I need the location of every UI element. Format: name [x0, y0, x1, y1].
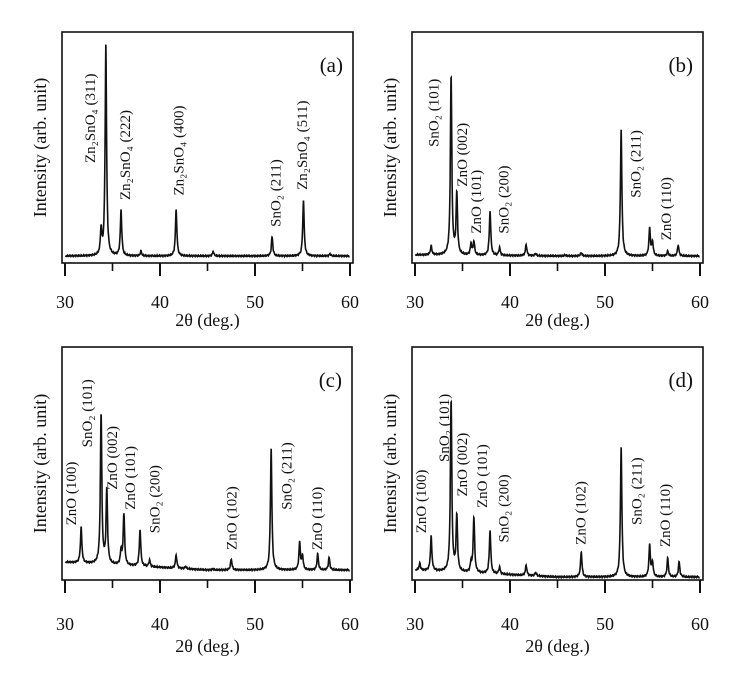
panel-label: (b)	[669, 53, 694, 77]
peak-annotation: ZnO (002)	[455, 433, 471, 497]
peak-annotation: SnO₂ (200)	[497, 474, 513, 542]
x-tick-label: 60	[341, 292, 359, 312]
x-tick-label: 40	[501, 614, 519, 634]
x-axis-title: 2θ (deg.)	[525, 636, 590, 657]
peak-annotation: ZnO (101)	[475, 444, 491, 508]
xrd-pattern-line	[64, 44, 350, 259]
peak-annotation: Zn₂SnO₄ (400)	[171, 105, 187, 195]
peak-annotation: ZnO (101)	[123, 446, 139, 510]
x-tick-label: 30	[56, 614, 74, 634]
peak-annotation: ZnO (002)	[105, 426, 121, 490]
panel-d: 30 40 50 60 2θ (deg.) Intensity (arb. unit) (d…	[380, 346, 709, 657]
peak-annotation: Zn₂SnO₄ (222)	[118, 110, 134, 200]
peak-annotation: SnO₂ (200)	[148, 465, 164, 533]
peak-annotation: ZnO (100)	[414, 470, 430, 534]
peak-annotation: SnO₂ (200)	[497, 165, 513, 233]
peak-annotation: SnO₂ (101)	[80, 379, 96, 447]
x-tick-label: 40	[151, 614, 169, 634]
peak-annotation: ZnO (110)	[310, 487, 326, 550]
x-tick-label: 30	[56, 292, 74, 312]
peak-annotation: ZnO (110)	[659, 177, 675, 240]
peak-annotation: ZnO (101)	[469, 170, 485, 234]
panel-label: (d)	[669, 368, 694, 392]
peak-annotation: Zn₂SnO₄ (311)	[83, 74, 99, 163]
peak-annotation: SnO₂ (211)	[280, 442, 296, 510]
xrd-pattern-line	[64, 414, 350, 573]
x-axis-title: 2θ (deg.)	[525, 310, 590, 331]
x-tick-label: 60	[341, 614, 359, 634]
peak-annotation: SnO₂ (211)	[630, 457, 646, 525]
x-tick-label: 40	[151, 292, 169, 312]
peak-annotation: ZnO (100)	[64, 462, 80, 526]
peak-annotation: ZnO (002)	[455, 123, 471, 187]
x-tick-label: 40	[501, 292, 519, 312]
x-tick-label: 50	[596, 292, 614, 312]
panel-label: (c)	[319, 368, 342, 392]
peak-annotation: ZnO (102)	[574, 481, 590, 545]
peak-annotation: SnO₂ (211)	[268, 159, 284, 227]
xrd-pattern-line	[414, 75, 700, 259]
x-tick-label: 50	[246, 614, 264, 634]
peak-annotation: SnO₂ (211)	[629, 130, 645, 198]
x-tick-label: 30	[406, 292, 424, 312]
peak-annotation: SnO₂ (101)	[426, 79, 442, 147]
panel-c: 30 40 50 60 2θ (deg.) Intensity (arb. unit) (c…	[30, 346, 359, 657]
panel-a: 30 40 50 60 2θ (deg.) Intensity (arb. unit) (a…	[30, 31, 359, 331]
x-tick-label: 60	[691, 292, 709, 312]
x-axis-title: 2θ (deg.)	[175, 636, 240, 657]
y-axis-title: Intensity (arb. unit)	[380, 394, 401, 533]
y-axis-title: Intensity (arb. unit)	[380, 78, 401, 217]
y-axis-title: Intensity (arb. unit)	[30, 78, 51, 217]
y-axis-title: Intensity (arb. unit)	[30, 394, 51, 533]
x-tick-label: 30	[406, 614, 424, 634]
xrd-pattern-line	[414, 399, 700, 580]
peak-annotation: Zn₂SnO₄ (511)	[295, 100, 311, 189]
x-axis-title: 2θ (deg.)	[175, 310, 240, 331]
peak-annotation: SnO₂ (101)	[437, 394, 453, 462]
x-tick-label: 50	[246, 292, 264, 312]
x-tick-label: 50	[596, 614, 614, 634]
panel-b: 30 40 50 60 2θ (deg.) Intensity (arb. unit) (b…	[380, 31, 709, 331]
panel-label: (a)	[320, 53, 343, 77]
peak-annotation: ZnO (102)	[225, 486, 241, 550]
peak-annotation: ZnO (110)	[658, 484, 674, 547]
x-tick-label: 60	[691, 614, 709, 634]
